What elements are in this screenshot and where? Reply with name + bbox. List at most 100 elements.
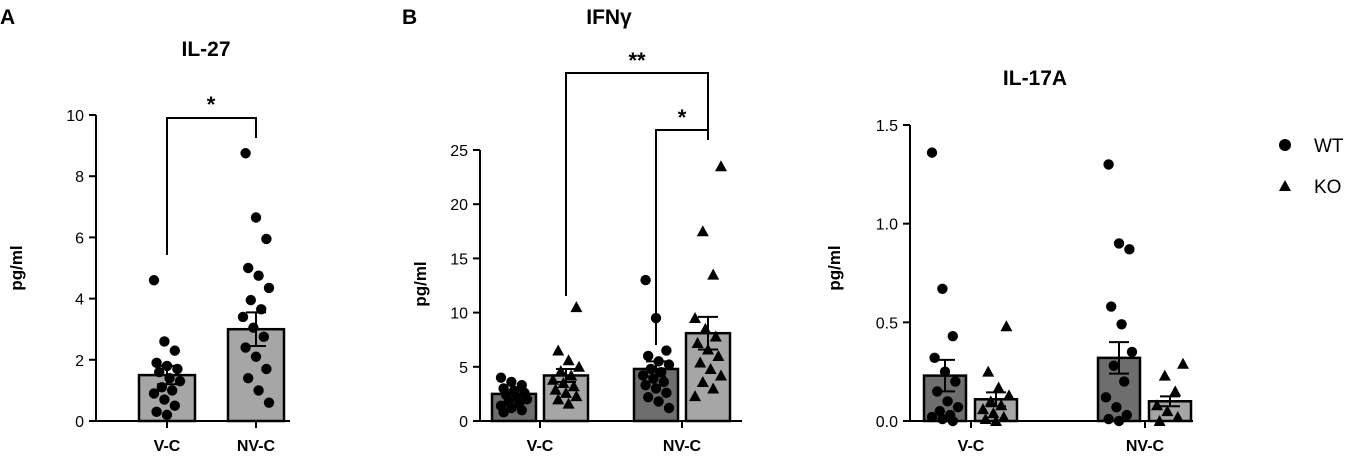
data-point [174, 376, 186, 387]
data-point [926, 147, 938, 158]
y-tick-label: 15 [450, 251, 468, 268]
data-point [691, 336, 704, 348]
data-point [932, 386, 943, 397]
x-tick-label: NV-C [663, 438, 702, 455]
data-point [1103, 159, 1114, 170]
y-tick-label: 6 [75, 230, 84, 247]
data-point [650, 383, 662, 394]
data-point [261, 363, 272, 375]
data-point [992, 381, 1005, 393]
data-point [151, 357, 162, 369]
significance-label: ** [628, 48, 646, 73]
data-point [926, 411, 938, 423]
significance-bracket [655, 129, 708, 345]
data-point [1169, 385, 1182, 397]
significance-bracket [565, 72, 709, 296]
data-point [148, 388, 160, 399]
data-point [689, 312, 701, 324]
y-tick-label: 10 [66, 108, 84, 125]
data-point [506, 402, 517, 414]
data-point [159, 336, 170, 347]
data-point [567, 380, 580, 392]
data-point [1113, 238, 1125, 249]
y-tick-label: 1.0 [876, 217, 898, 234]
il17a-ylabel: pg/ml [825, 245, 844, 290]
x-tick-label: NV-C [237, 438, 276, 455]
data-point [1124, 244, 1135, 255]
data-point [1000, 320, 1013, 332]
data-point [1003, 389, 1015, 401]
legend-ko-label: KO [1314, 177, 1341, 198]
data-point [516, 404, 527, 416]
y-tick-label: 0 [459, 414, 468, 431]
data-point [699, 322, 712, 334]
data-point [656, 367, 667, 378]
y-tick-label: 1.5 [876, 118, 898, 135]
data-point [169, 345, 180, 356]
data-point [929, 352, 940, 364]
x-tick-label: V-C [958, 438, 985, 455]
data-point [715, 369, 727, 381]
data-point [661, 387, 672, 399]
data-point [1111, 401, 1122, 413]
data-point [552, 344, 565, 356]
data-point [702, 343, 714, 355]
data-point [261, 233, 272, 245]
data-point [250, 212, 262, 223]
data-point [982, 365, 995, 377]
data-point [658, 376, 669, 388]
data-point [570, 390, 583, 402]
data-point [984, 395, 997, 407]
ifng-title: IFNγ [586, 6, 632, 29]
data-point [240, 342, 251, 353]
significance-label: * [207, 92, 216, 117]
data-point [709, 330, 722, 342]
data-point [640, 380, 651, 391]
data-point [1177, 357, 1189, 369]
y-tick-label: 10 [450, 306, 468, 323]
data-point [1153, 415, 1166, 426]
data-point [240, 148, 251, 159]
il17a-plot: 0.0 0.5 1.0 1.5 V-C NV-C [876, 118, 1193, 455]
panel-label-b: B [402, 6, 417, 29]
data-point [498, 407, 509, 418]
data-point [947, 415, 958, 427]
legend-wt-marker [1279, 139, 1291, 151]
data-point [167, 385, 178, 396]
data-point [263, 397, 275, 408]
x-tick-label: V-C [154, 438, 181, 455]
y-tick-label: 0.5 [876, 315, 898, 332]
il27-title: IL-27 [181, 38, 230, 61]
data-point [573, 360, 585, 372]
data-point [689, 390, 701, 402]
data-point [990, 415, 1002, 426]
data-point [161, 360, 173, 372]
data-point [159, 394, 170, 405]
data-point [661, 345, 672, 356]
y-tick-label: 0.0 [876, 414, 898, 431]
data-point [554, 365, 567, 377]
data-point [1108, 360, 1120, 371]
significance-bracket [166, 117, 257, 255]
data-point [263, 282, 275, 294]
legend-wt-label: WT [1314, 136, 1344, 157]
data-point [495, 372, 507, 383]
data-point [562, 354, 575, 366]
data-point [565, 369, 578, 381]
data-point [637, 370, 649, 381]
data-point [653, 356, 664, 367]
data-point [253, 270, 264, 281]
panel-label-a: A [0, 6, 15, 29]
data-point [704, 362, 717, 374]
data-point [148, 275, 160, 286]
y-tick-label: 20 [450, 197, 468, 214]
data-point [172, 363, 183, 375]
data-point [164, 372, 175, 384]
data-point [570, 301, 583, 313]
data-point [707, 382, 720, 394]
data-point [161, 409, 173, 421]
data-point [1151, 399, 1163, 411]
x-tick-label: NV-C [1126, 438, 1165, 455]
y-tick-label: 2 [75, 353, 84, 370]
